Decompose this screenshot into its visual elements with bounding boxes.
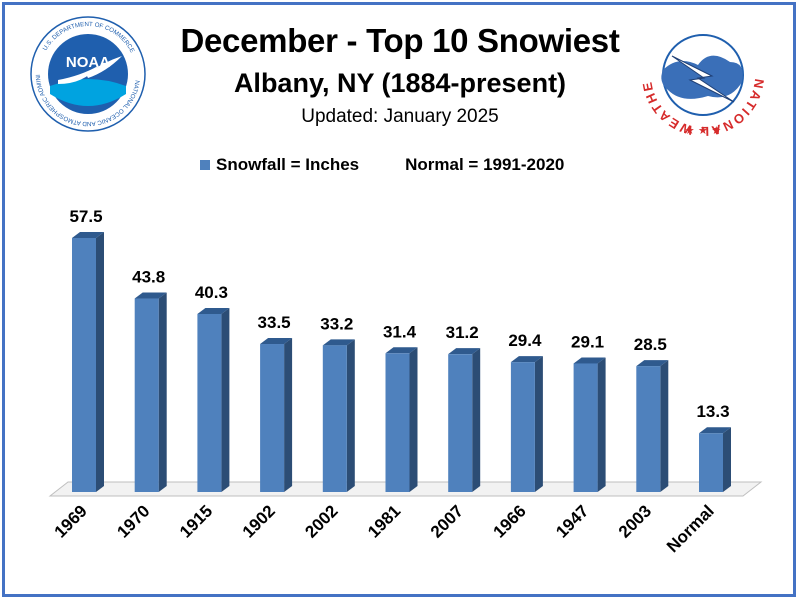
bar (510, 362, 535, 492)
x-tick-label: 1970 (113, 501, 153, 541)
bar-side (284, 338, 293, 492)
x-tick-label: 1947 (552, 501, 592, 541)
x-tick-label: 1981 (364, 501, 404, 541)
data-label: 29.4 (508, 331, 542, 350)
bar-top (322, 339, 355, 346)
bar-side (158, 292, 167, 492)
bar-top (134, 292, 167, 299)
chart-title: December - Top 10 Snowiest (180, 22, 620, 59)
bar-top (510, 356, 543, 363)
bar-side (472, 348, 481, 492)
bar-side (96, 232, 104, 492)
x-tick-label: 1915 (176, 501, 216, 541)
bar (385, 353, 410, 492)
bar-side (723, 427, 731, 492)
bar (134, 298, 159, 492)
bar-top (197, 307, 230, 314)
bar-top (636, 360, 669, 367)
data-label: 31.2 (446, 323, 479, 342)
data-label: 28.5 (634, 335, 667, 354)
bar (197, 313, 222, 492)
data-label: 31.4 (383, 322, 417, 341)
data-label: 33.5 (258, 313, 291, 332)
x-tick-label: 1966 (490, 501, 530, 541)
bar-top (573, 357, 606, 364)
bar-top (260, 338, 293, 345)
noaa-logo-text: NOAA (66, 54, 110, 71)
bar-side (534, 356, 543, 492)
data-label: 29.1 (571, 332, 604, 351)
bar-side (346, 339, 355, 492)
bar (72, 238, 96, 492)
bar (448, 354, 473, 492)
data-label: 57.5 (69, 207, 102, 226)
chart-subtitle: Albany, NY (1884-present) (233, 68, 567, 98)
data-label: 13.3 (696, 402, 729, 421)
bar-side (597, 357, 606, 492)
bar-side (221, 307, 230, 492)
legend: Snowfall = Inches Normal = 1991-2020 (200, 155, 564, 175)
bar (636, 366, 661, 492)
data-label: 43.8 (132, 268, 165, 287)
x-tick-label: 2003 (615, 501, 655, 541)
bar (260, 344, 285, 492)
legend-series-label: Snowfall = Inches (216, 155, 360, 174)
x-tick-label: 2002 (301, 501, 341, 541)
bar-top (448, 348, 481, 355)
bar-top (72, 232, 104, 238)
x-tick-label: 2007 (427, 501, 467, 541)
bar (322, 345, 347, 492)
legend-normal-note: Normal = 1991-2020 (405, 155, 565, 174)
bar (573, 363, 598, 492)
data-label: 33.2 (320, 314, 353, 333)
bar (699, 433, 723, 492)
updated-note: Updated: January 2025 (301, 106, 499, 127)
bar-side (660, 360, 669, 492)
legend-swatch (200, 159, 210, 170)
x-tick-label: 1969 (51, 501, 91, 541)
bar-top (385, 347, 418, 354)
x-tick-label: 1902 (239, 501, 279, 541)
data-label: 40.3 (195, 283, 228, 302)
bar-side (409, 347, 418, 492)
nws-stars-icon: ★ ★ ★ (685, 124, 722, 137)
bar-top (699, 427, 731, 434)
x-tick-label: Normal (663, 501, 718, 556)
noaa-logo: NOAA NATIONAL OCEANIC AND ATMOSPHERIC AD… (28, 14, 146, 132)
nws-logo: NATIONAL WEATHER SERVICE ★ ★ ★ (638, 10, 765, 139)
